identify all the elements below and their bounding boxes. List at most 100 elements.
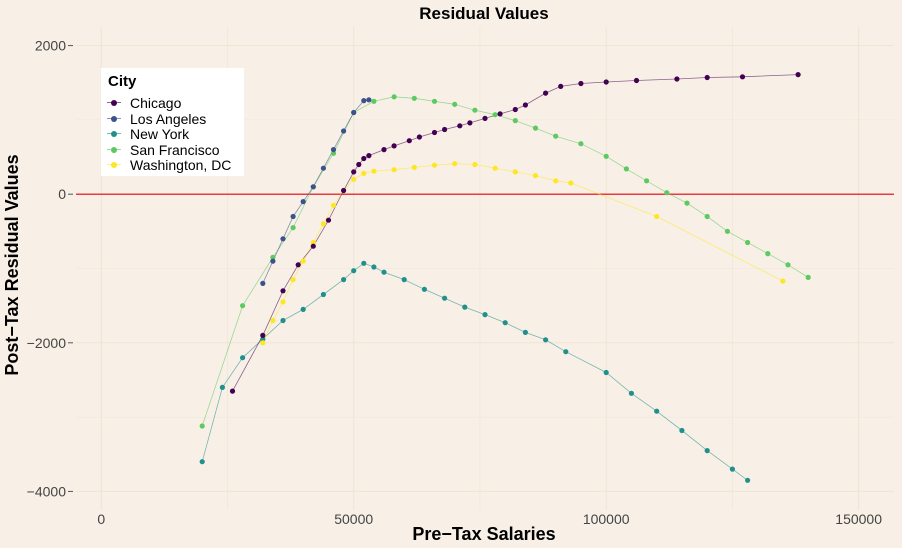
data-point — [240, 355, 246, 361]
data-point — [745, 477, 751, 483]
data-point — [462, 304, 468, 310]
data-point — [543, 337, 549, 343]
data-point — [280, 288, 286, 294]
x-axis-label: Pre−Tax Salaries — [412, 524, 555, 544]
data-point — [664, 190, 670, 196]
data-point — [482, 115, 488, 121]
data-point — [411, 164, 417, 170]
data-point — [361, 260, 367, 266]
data-point — [603, 153, 609, 159]
data-point — [452, 101, 458, 107]
data-point — [270, 317, 276, 324]
legend-swatch-new-york — [111, 131, 117, 137]
data-point — [371, 264, 377, 270]
data-point — [553, 133, 559, 139]
data-point — [270, 258, 276, 264]
data-point — [431, 129, 438, 136]
data-point — [310, 243, 316, 249]
data-point — [371, 98, 377, 104]
data-point — [341, 277, 347, 283]
legend: City Chicago Los Angeles New York San Fr… — [101, 68, 244, 176]
data-point — [381, 269, 387, 275]
data-point — [406, 138, 412, 144]
data-point — [633, 77, 640, 84]
data-point — [310, 184, 316, 190]
legend-item-new-york: New York — [105, 126, 245, 142]
data-point — [472, 107, 478, 113]
data-point — [765, 251, 771, 257]
data-point — [704, 74, 710, 81]
data-point — [679, 427, 685, 434]
data-point — [442, 295, 448, 301]
data-point — [457, 123, 463, 129]
data-point — [290, 213, 296, 220]
data-point — [300, 306, 306, 312]
series-line — [232, 74, 799, 392]
data-point — [644, 178, 650, 184]
data-point — [684, 200, 690, 206]
data-point — [270, 254, 276, 260]
x-tick-label: 100000 — [583, 511, 630, 527]
x-tick-label: 150000 — [835, 511, 882, 527]
data-point — [745, 239, 751, 246]
data-point — [366, 153, 372, 159]
data-point — [603, 79, 609, 85]
data-point — [729, 466, 736, 472]
data-point — [492, 112, 498, 118]
data-point — [431, 162, 438, 168]
data-point — [320, 291, 326, 298]
legend-swatch-washington-dc — [111, 162, 117, 168]
data-point — [805, 274, 811, 280]
data-point — [704, 448, 710, 454]
data-point — [724, 228, 731, 234]
data-point — [330, 202, 337, 208]
data-point — [240, 303, 246, 309]
data-point — [431, 98, 438, 104]
data-point — [361, 155, 367, 162]
legend-title: City — [108, 73, 137, 90]
data-point — [310, 239, 316, 246]
data-point — [341, 128, 347, 134]
data-point — [482, 312, 488, 318]
data-point — [563, 349, 569, 355]
series-line — [262, 99, 369, 284]
data-point — [320, 221, 326, 227]
data-point — [391, 167, 397, 173]
data-point — [229, 388, 236, 394]
y-axis-label: Post−Tax Residual Values — [2, 154, 22, 375]
data-point — [351, 169, 357, 175]
x-axis-ticks: 0 50000 100000 150000 — [97, 511, 882, 527]
data-point — [341, 187, 347, 194]
data-point — [260, 340, 266, 346]
data-point — [199, 423, 205, 429]
data-point — [351, 109, 357, 116]
data-point — [467, 120, 473, 126]
data-point — [300, 199, 306, 205]
legend-label-washington-dc: Washington, DC — [130, 157, 232, 173]
data-point — [325, 217, 332, 223]
data-point — [512, 106, 518, 113]
data-point — [492, 165, 498, 171]
legend-label-chicago: Chicago — [130, 95, 182, 111]
legend-label-new-york: New York — [130, 126, 190, 142]
y-tick-label: 2000 — [35, 38, 66, 54]
data-point — [260, 336, 266, 342]
legend-swatch-chicago — [111, 100, 117, 106]
data-point — [553, 178, 559, 184]
data-point — [295, 262, 301, 268]
legend-item-los-angeles: Los Angeles — [105, 111, 245, 127]
data-point — [497, 111, 503, 117]
data-point — [391, 94, 397, 100]
legend-label-san-francisco: San Francisco — [130, 142, 220, 158]
legend-swatch-san-francisco — [111, 147, 117, 153]
series-points — [199, 72, 811, 483]
data-point — [411, 95, 417, 101]
data-point — [795, 72, 801, 78]
y-tick-label: −2000 — [27, 335, 67, 351]
data-point — [780, 278, 786, 284]
y-axis-ticks: −4000 −2000 0 2000 — [27, 38, 73, 499]
data-point — [452, 161, 458, 167]
data-point — [442, 126, 448, 133]
data-point — [421, 286, 427, 292]
data-point — [543, 90, 549, 96]
